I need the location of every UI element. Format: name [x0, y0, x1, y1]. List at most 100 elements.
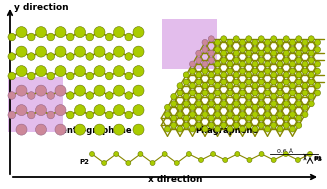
Circle shape	[105, 72, 113, 80]
Circle shape	[308, 50, 314, 56]
Circle shape	[215, 83, 220, 89]
Circle shape	[190, 61, 196, 67]
Circle shape	[183, 101, 189, 107]
Circle shape	[302, 90, 308, 96]
Circle shape	[8, 111, 16, 119]
Circle shape	[177, 126, 183, 132]
Circle shape	[239, 90, 246, 96]
Circle shape	[164, 112, 170, 118]
Circle shape	[36, 27, 46, 38]
Circle shape	[246, 57, 252, 64]
Circle shape	[215, 126, 220, 132]
Circle shape	[75, 46, 85, 57]
Circle shape	[66, 92, 74, 99]
Circle shape	[171, 115, 177, 121]
Circle shape	[196, 50, 202, 56]
Circle shape	[233, 122, 239, 128]
Circle shape	[258, 72, 264, 78]
Circle shape	[315, 90, 320, 96]
Circle shape	[202, 39, 208, 45]
Circle shape	[133, 124, 144, 135]
Circle shape	[258, 50, 264, 56]
Circle shape	[271, 94, 277, 100]
Circle shape	[125, 92, 132, 99]
Circle shape	[190, 68, 196, 74]
Circle shape	[177, 104, 183, 110]
Circle shape	[221, 36, 227, 42]
Circle shape	[283, 57, 289, 64]
Circle shape	[277, 39, 283, 45]
Circle shape	[164, 126, 170, 132]
Circle shape	[36, 124, 46, 135]
Circle shape	[283, 152, 288, 156]
Circle shape	[47, 53, 55, 60]
Circle shape	[265, 112, 270, 118]
Text: y direction: y direction	[14, 3, 69, 12]
Circle shape	[94, 105, 105, 116]
Circle shape	[94, 66, 105, 77]
Circle shape	[208, 79, 214, 85]
Circle shape	[133, 85, 144, 96]
Circle shape	[289, 104, 296, 110]
Circle shape	[94, 85, 105, 96]
Circle shape	[8, 92, 16, 99]
Circle shape	[183, 122, 189, 128]
Circle shape	[277, 68, 283, 74]
Circle shape	[105, 53, 113, 60]
Circle shape	[302, 104, 308, 110]
Circle shape	[289, 68, 296, 74]
Circle shape	[177, 90, 183, 96]
Circle shape	[239, 83, 246, 89]
Circle shape	[94, 124, 105, 135]
Circle shape	[227, 83, 233, 89]
Circle shape	[252, 126, 258, 132]
Circle shape	[133, 27, 144, 38]
Circle shape	[227, 47, 233, 53]
Circle shape	[227, 112, 233, 118]
Circle shape	[183, 72, 189, 78]
Circle shape	[113, 46, 125, 57]
Circle shape	[252, 83, 258, 89]
Circle shape	[302, 61, 308, 67]
Circle shape	[36, 66, 46, 77]
Circle shape	[177, 83, 183, 89]
Circle shape	[258, 36, 264, 42]
Circle shape	[289, 112, 296, 118]
Circle shape	[105, 111, 113, 119]
Circle shape	[202, 104, 208, 110]
Circle shape	[296, 115, 302, 121]
Circle shape	[55, 105, 66, 116]
Text: Phagraphene: Phagraphene	[195, 126, 258, 135]
Circle shape	[94, 27, 105, 38]
Circle shape	[86, 111, 94, 119]
Circle shape	[16, 66, 27, 77]
Circle shape	[174, 160, 179, 166]
Circle shape	[190, 104, 196, 110]
Circle shape	[265, 47, 270, 53]
Circle shape	[239, 68, 246, 74]
Circle shape	[90, 152, 95, 156]
Circle shape	[252, 39, 258, 45]
Circle shape	[186, 152, 191, 156]
Circle shape	[265, 104, 270, 110]
Circle shape	[233, 79, 239, 85]
Circle shape	[277, 112, 283, 118]
Circle shape	[271, 157, 276, 163]
Circle shape	[283, 115, 289, 121]
Circle shape	[233, 36, 239, 42]
Circle shape	[86, 53, 94, 60]
Circle shape	[138, 152, 143, 156]
Circle shape	[252, 68, 258, 74]
Circle shape	[133, 66, 144, 77]
Circle shape	[75, 105, 85, 116]
Circle shape	[239, 112, 246, 118]
Circle shape	[183, 79, 189, 85]
Circle shape	[202, 61, 208, 67]
Circle shape	[308, 94, 314, 100]
Circle shape	[296, 122, 302, 128]
Circle shape	[47, 92, 55, 99]
Circle shape	[227, 126, 233, 132]
Circle shape	[235, 152, 240, 156]
Circle shape	[125, 33, 132, 41]
Circle shape	[47, 111, 55, 119]
